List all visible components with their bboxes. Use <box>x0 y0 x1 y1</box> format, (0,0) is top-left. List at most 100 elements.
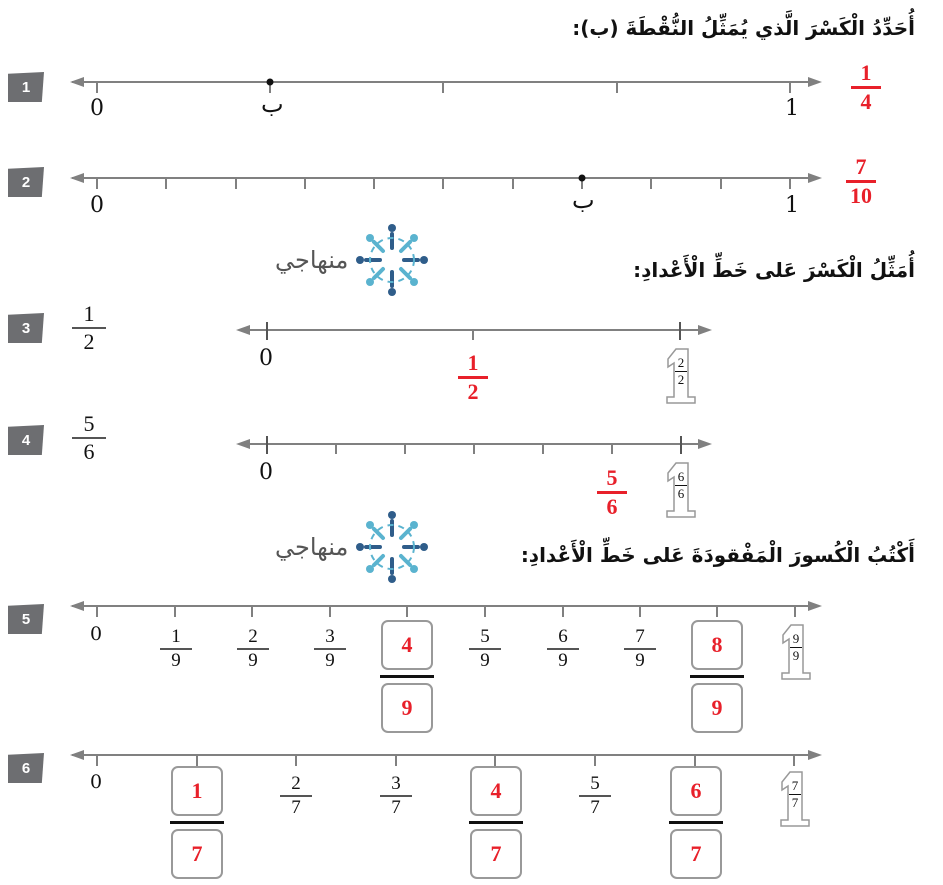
given-fraction-4: 5 6 <box>72 411 106 465</box>
logo-icon <box>356 511 429 583</box>
answer-numerator-box[interactable]: 6 <box>670 766 722 816</box>
numerator: 1 <box>171 626 181 647</box>
logo-text: منهاجي <box>275 246 349 274</box>
numerator: 5 <box>590 773 600 794</box>
tick-fraction: 3 9 <box>314 626 346 672</box>
answer-fraction-1: 1 4 <box>851 60 881 115</box>
exercise-badge-3: 3 <box>8 313 44 343</box>
one-denominator: 2 <box>677 372 685 387</box>
denominator: 9 <box>480 650 490 671</box>
answer-denominator-box[interactable]: 7 <box>470 829 522 879</box>
number-line-3 <box>236 322 712 340</box>
start-label-4: 0 <box>259 460 273 485</box>
answer-denominator: 4 <box>860 89 872 114</box>
exercise-badge-4: 4 <box>8 425 44 455</box>
one-numerator: 6 <box>677 469 685 484</box>
answer-denominator: 10 <box>850 183 872 208</box>
answer-box-fraction: 8 9 <box>690 620 744 733</box>
numerator: 3 <box>325 626 335 647</box>
answer-denominator-box[interactable]: 9 <box>691 683 743 733</box>
answer-numerator-box[interactable]: 4 <box>381 620 433 670</box>
answer-numerator-box[interactable]: 8 <box>691 620 743 670</box>
tick-fraction: 1 9 <box>160 626 192 672</box>
section1-heading: أُحَدِّدُ الْكَسْرَ الَّذي يُمَثِّلُ الن… <box>572 16 915 40</box>
answer-box-fraction: 4 9 <box>380 620 434 733</box>
number-line-2 <box>70 173 822 189</box>
answer-numerator: 1 <box>860 60 872 85</box>
section2-heading: أُمَثِّلُ الْكَسْرَ عَلى خَطِّ الْأَعْدا… <box>633 258 915 282</box>
start-label-2: 0 <box>90 193 104 218</box>
denominator: 7 <box>590 797 600 818</box>
point-label-1: ب <box>261 90 284 118</box>
answer-numerator: 5 <box>606 465 618 490</box>
start-label-5: 0 <box>90 623 103 645</box>
answer-fraction-4: 5 6 <box>597 465 627 520</box>
tick-fraction: 7 9 <box>624 626 656 672</box>
answer-box-fraction: 6 7 <box>669 766 723 879</box>
one-outline-icon-4: 6 6 <box>664 461 698 519</box>
given-numerator: 5 <box>83 411 95 436</box>
numerator: 2 <box>291 773 301 794</box>
one-outline-icon-5: 9 9 <box>779 623 813 681</box>
answer-denominator: 6 <box>606 494 618 519</box>
answer-denominator: 2 <box>467 379 479 404</box>
number-line-1 <box>70 77 822 93</box>
start-label-1: 0 <box>90 96 104 121</box>
denominator: 9 <box>635 650 645 671</box>
one-outline-icon-6: 7 7 <box>778 770 812 828</box>
answer-numerator-box[interactable]: 4 <box>470 766 522 816</box>
tick-fraction: 2 7 <box>280 773 312 819</box>
manhaji-logo-2: منهاجي <box>275 507 432 587</box>
answer-denominator-box[interactable]: 7 <box>670 829 722 879</box>
answer-denominator-box[interactable]: 7 <box>171 829 223 879</box>
denominator: 9 <box>558 650 568 671</box>
answer-numerator-box[interactable]: 1 <box>171 766 223 816</box>
number-line-6 <box>70 750 822 766</box>
one-numerator: 7 <box>791 778 799 793</box>
exercise-badge-5: 5 <box>8 604 44 634</box>
numerator: 6 <box>558 626 568 647</box>
manhaji-logo-1: منهاجي <box>275 220 432 300</box>
denominator: 9 <box>325 650 335 671</box>
given-denominator: 2 <box>83 329 95 354</box>
numerator: 2 <box>248 626 258 647</box>
one-denominator: 7 <box>791 795 799 810</box>
point-label-2: ب <box>572 186 595 214</box>
numerator: 5 <box>480 626 490 647</box>
logo-text: منهاجي <box>275 533 349 561</box>
one-denominator: 6 <box>677 486 685 501</box>
answer-box-fraction: 4 7 <box>469 766 523 879</box>
one-numerator: 9 <box>792 631 800 646</box>
number-line-5 <box>70 601 822 617</box>
end-label-2: 1 <box>785 193 799 218</box>
one-denominator: 9 <box>792 648 800 663</box>
logo-icon <box>356 224 429 296</box>
denominator: 9 <box>171 650 181 671</box>
section3-heading: أَكْتُبُ الْكُسورَ الْمَفْقودَةَ عَلى خَ… <box>520 543 915 567</box>
given-fraction-3: 1 2 <box>72 301 106 355</box>
answer-fraction-2: 7 10 <box>846 154 876 209</box>
exercise-badge-6: 6 <box>8 753 44 783</box>
tick-fraction: 6 9 <box>547 626 579 672</box>
answer-denominator-box[interactable]: 9 <box>381 683 433 733</box>
denominator: 9 <box>248 650 258 671</box>
answer-numerator: 7 <box>855 154 867 179</box>
end-label-1: 1 <box>785 96 799 121</box>
exercise-badge-2: 2 <box>8 167 44 197</box>
one-outline-icon-3: 2 2 <box>664 347 698 405</box>
tick-fraction: 2 9 <box>237 626 269 672</box>
denominator: 7 <box>391 797 401 818</box>
answer-box-fraction: 1 7 <box>170 766 224 879</box>
start-label-3: 0 <box>259 346 273 371</box>
numerator: 3 <box>391 773 401 794</box>
exercise-badge-1: 1 <box>8 72 44 102</box>
number-line-4 <box>236 436 712 454</box>
one-numerator: 2 <box>677 355 685 370</box>
answer-numerator: 1 <box>467 350 479 375</box>
given-denominator: 6 <box>83 439 95 464</box>
answer-fraction-3: 1 2 <box>458 350 488 405</box>
tick-fraction: 5 9 <box>469 626 501 672</box>
denominator: 7 <box>291 797 301 818</box>
given-numerator: 1 <box>83 301 95 326</box>
numerator: 7 <box>635 626 645 647</box>
